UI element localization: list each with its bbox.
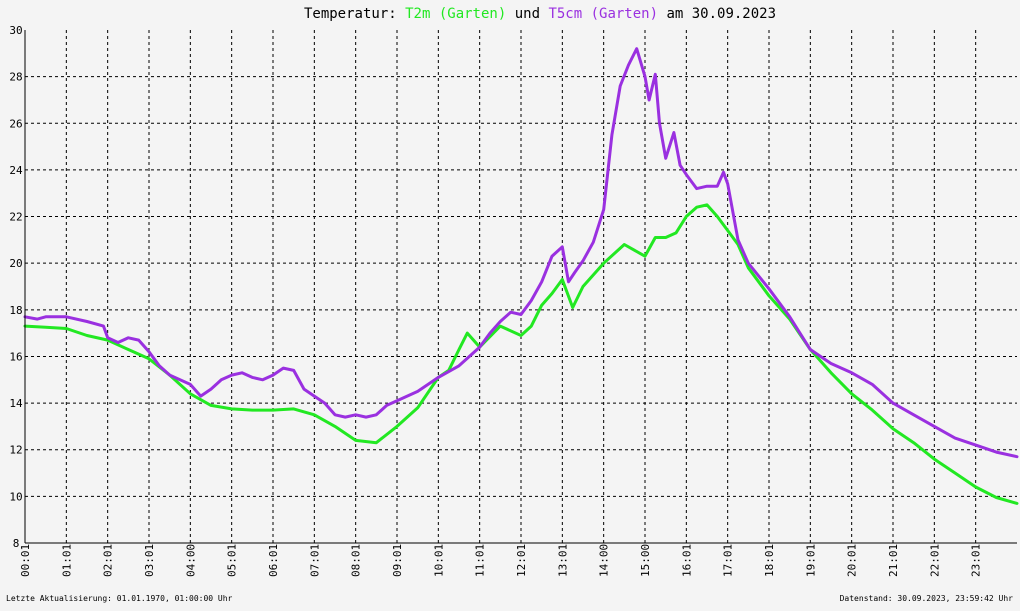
x-tick-label: 10:01 [432, 544, 445, 577]
y-tick-label: 24 [9, 164, 23, 177]
y-tick-label: 26 [9, 117, 22, 130]
x-tick-label: 06:01 [267, 544, 280, 577]
y-tick-label: 8 [13, 537, 20, 550]
y-tick-label: 20 [9, 257, 22, 270]
x-tick-label: 15:00 [639, 544, 652, 577]
series-layer [23, 47, 1019, 505]
x-tick-label: 07:01 [308, 544, 321, 577]
y-axis-ticks: 8 10 12 14 16 18 20 22 24 26 28 30 [9, 24, 23, 550]
title-prefix: Temperatur: [304, 6, 405, 22]
title-series2: T5cm (Garten) [548, 6, 658, 22]
x-tick-label: 21:01 [887, 544, 900, 577]
series-line [23, 203, 1019, 505]
x-tick-label: 03:01 [143, 544, 156, 577]
x-tick-label: 05:01 [226, 544, 239, 577]
x-tick-label: 08:01 [350, 544, 363, 577]
x-tick-label: 02:01 [102, 544, 115, 577]
title-mid: und [506, 6, 548, 22]
x-tick-label: 01:01 [60, 544, 73, 577]
x-tick-label: 04:00 [184, 544, 197, 577]
x-tick-label: 19:01 [804, 544, 817, 577]
x-tick-label: 13:01 [556, 544, 569, 577]
title-series1: T2m (Garten) [405, 6, 506, 22]
y-tick-label: 18 [9, 304, 22, 317]
x-tick-label: 09:01 [391, 544, 404, 577]
x-tick-label: 00:01 [19, 544, 32, 577]
plot-frame [24, 30, 1017, 544]
chart-title: Temperatur: T2m (Garten) und T5cm (Garte… [304, 6, 776, 22]
x-tick-label: 23:01 [970, 544, 983, 577]
x-tick-label: 16:01 [680, 544, 693, 577]
title-suffix: am 30.09.2023 [658, 6, 776, 22]
x-tick-label: 20:01 [846, 544, 859, 577]
y-tick-label: 14 [9, 397, 23, 410]
footer-left: Letzte Aktualisierung: 01.01.1970, 01:00… [6, 594, 233, 603]
y-tick-label: 22 [9, 211, 22, 224]
y-tick-label: 10 [9, 490, 22, 503]
footer-right: Datenstand: 30.09.2023, 23:59:42 Uhr [840, 594, 1014, 603]
x-axis-ticks: 00:01 01:01 02:01 03:01 04:00 05:01 06:01 07:01… [19, 544, 983, 577]
x-tick-label: 17:01 [722, 544, 735, 577]
y-tick-label: 12 [9, 444, 22, 457]
grid [25, 30, 1017, 543]
y-tick-label: 28 [9, 71, 22, 84]
x-tick-label: 12:01 [515, 544, 528, 577]
x-tick-label: 18:01 [763, 544, 776, 577]
y-tick-label: 30 [9, 24, 22, 37]
x-tick-label: 11:01 [474, 544, 487, 577]
x-tick-label: 14:00 [598, 544, 611, 577]
series-line [23, 47, 1019, 459]
x-tick-label: 22:01 [928, 544, 941, 577]
y-tick-label: 16 [9, 350, 22, 363]
